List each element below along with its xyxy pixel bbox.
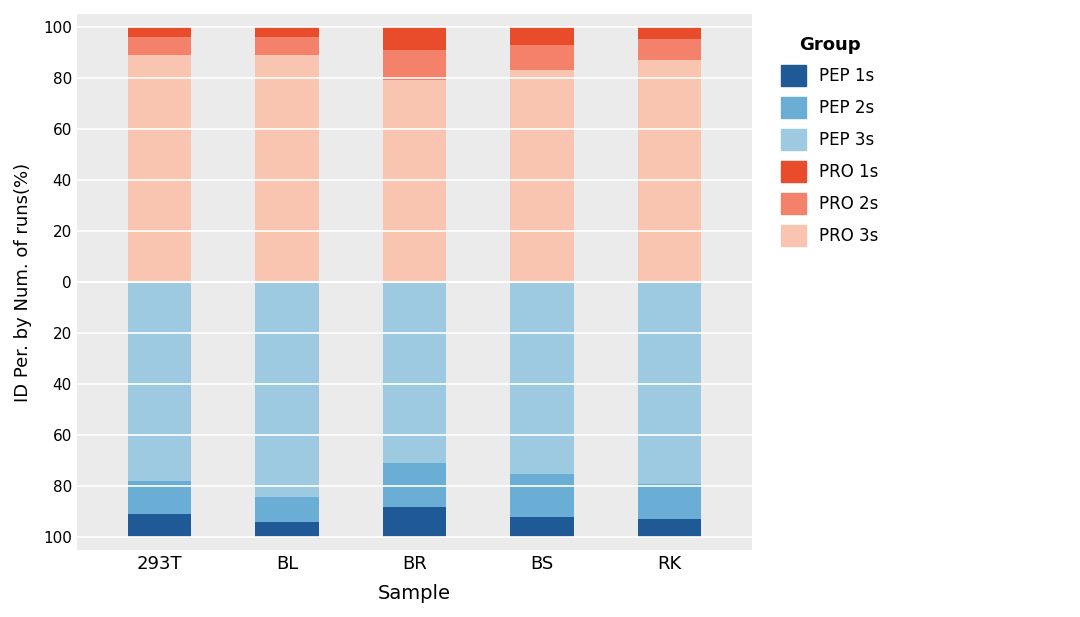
- Bar: [510, 517, 573, 537]
- Bar: [382, 507, 446, 537]
- Bar: [510, 70, 573, 282]
- Bar: [637, 484, 701, 520]
- Bar: [127, 37, 191, 55]
- Bar: [510, 282, 573, 473]
- Bar: [255, 522, 319, 537]
- Bar: [255, 27, 319, 37]
- X-axis label: Sample: Sample: [378, 584, 451, 603]
- Bar: [637, 282, 701, 484]
- Bar: [637, 39, 701, 60]
- Bar: [637, 520, 701, 537]
- Bar: [382, 282, 446, 463]
- Bar: [637, 60, 701, 282]
- Bar: [510, 473, 573, 517]
- Y-axis label: ID Per. by Num. of runs(%): ID Per. by Num. of runs(%): [14, 162, 32, 402]
- Bar: [255, 282, 319, 497]
- Bar: [127, 282, 191, 481]
- Bar: [382, 463, 446, 507]
- Bar: [382, 80, 446, 282]
- Bar: [255, 497, 319, 522]
- Bar: [382, 49, 446, 80]
- Bar: [637, 27, 701, 39]
- Bar: [510, 27, 573, 44]
- Bar: [127, 55, 191, 282]
- Bar: [255, 37, 319, 55]
- Bar: [127, 27, 191, 37]
- Bar: [127, 515, 191, 537]
- Bar: [255, 55, 319, 282]
- Bar: [510, 44, 573, 70]
- Bar: [382, 27, 446, 49]
- Bar: [127, 481, 191, 515]
- Legend: PEP 1s, PEP 2s, PEP 3s, PRO 1s, PRO 2s, PRO 3s: PEP 1s, PEP 2s, PEP 3s, PRO 1s, PRO 2s, …: [767, 22, 892, 259]
